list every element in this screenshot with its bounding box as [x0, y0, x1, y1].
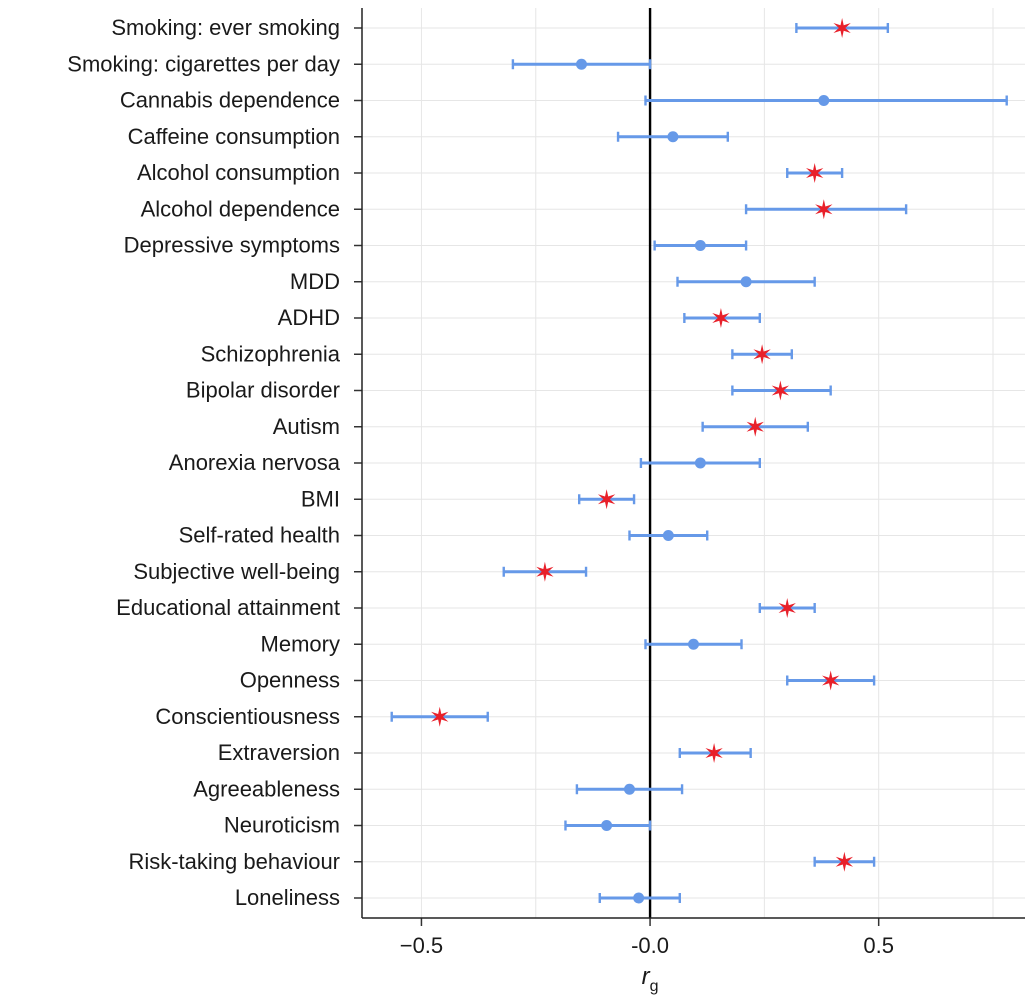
- significant-star-marker: [822, 670, 840, 691]
- x-axis-ticks: −0.5 -0.0 0.5: [400, 918, 894, 958]
- forest-row: [653, 240, 748, 251]
- forest-row: [786, 163, 844, 183]
- row-label: Alcohol dependence: [141, 196, 340, 221]
- significant-star-marker: [806, 163, 824, 183]
- significant-star-marker: [746, 416, 764, 437]
- x-axis-label-main: r: [642, 963, 651, 990]
- significant-star-marker: [536, 561, 554, 582]
- point-estimate: [601, 820, 613, 831]
- forest-row: [786, 670, 876, 691]
- point-estimate: [688, 638, 699, 650]
- row-label: Depressive symptoms: [124, 233, 340, 258]
- significant-star-marker: [778, 598, 796, 618]
- significant-star-marker: [835, 851, 854, 872]
- row-label: Self-rated health: [179, 523, 340, 548]
- point-estimate: [662, 530, 674, 541]
- row-label: Educational attainment: [116, 595, 340, 620]
- point-estimate: [740, 276, 752, 288]
- significant-star-marker: [753, 344, 771, 365]
- row-label: Smoking: ever smoking: [111, 15, 340, 40]
- forest-row: [731, 380, 832, 401]
- significant-star-marker: [833, 18, 851, 38]
- row-label: Smoking: cigarettes per day: [67, 51, 340, 76]
- forest-row: [758, 598, 816, 618]
- point-estimate: [633, 892, 645, 904]
- x-tick-label: −0.5: [400, 933, 443, 958]
- row-label: Subjective well-being: [133, 559, 340, 584]
- row-label: Conscientiousness: [155, 704, 340, 729]
- point-estimate: [623, 783, 635, 795]
- y-axis-labels: Smoking: ever smoking Smoking: cigarettes…: [67, 15, 340, 910]
- point-estimate: [575, 58, 587, 70]
- row-label: MDD: [290, 269, 340, 294]
- forest-row: [639, 457, 761, 469]
- significant-star-marker: [712, 308, 730, 328]
- forest-row: [644, 95, 1008, 106]
- forest-row: [502, 561, 588, 582]
- row-label: Loneliness: [235, 885, 340, 910]
- forest-row: [678, 743, 752, 763]
- forest-row: [390, 706, 489, 727]
- row-label: Schizophrenia: [201, 341, 341, 366]
- x-axis-label-subscript: g: [650, 978, 659, 995]
- row-label: Alcohol consumption: [137, 160, 340, 185]
- row-label: Autism: [273, 414, 340, 439]
- data-marks: [390, 18, 1008, 904]
- point-estimate: [667, 131, 679, 143]
- forest-row: [616, 131, 729, 143]
- row-label: Memory: [261, 631, 340, 656]
- row-label: Extraversion: [218, 740, 340, 765]
- significant-star-marker: [597, 489, 616, 510]
- forest-row: [511, 58, 652, 70]
- row-label: BMI: [301, 486, 340, 511]
- forest-row: [701, 416, 810, 437]
- row-label: Bipolar disorder: [186, 378, 340, 403]
- significant-star-marker: [705, 743, 723, 763]
- forest-row: [731, 344, 794, 365]
- point-estimate: [694, 457, 706, 469]
- row-label: Agreeableness: [193, 776, 340, 801]
- forest-row: [795, 18, 890, 38]
- forest-row: [628, 530, 709, 541]
- forest-row: [676, 276, 816, 288]
- forest-row: [598, 892, 681, 904]
- row-label: Cannabis dependence: [120, 88, 340, 113]
- x-axis-label: rg: [642, 963, 659, 995]
- row-label: Anorexia nervosa: [169, 450, 341, 475]
- row-label: Neuroticism: [224, 813, 340, 838]
- row-label: Caffeine consumption: [128, 124, 340, 149]
- forest-row: [564, 820, 652, 831]
- point-estimate: [694, 240, 706, 251]
- forest-row: [744, 199, 908, 220]
- forest-row: [577, 489, 636, 510]
- forest-row: [813, 851, 876, 872]
- point-estimate: [818, 95, 830, 106]
- row-label: ADHD: [278, 305, 340, 330]
- significant-star-marker: [771, 380, 790, 401]
- y-axis-ticks: [354, 27, 362, 899]
- forest-row: [683, 308, 761, 328]
- significant-star-marker: [815, 199, 833, 220]
- row-label: Risk-taking behaviour: [128, 849, 340, 874]
- x-tick-label: 0.5: [863, 933, 894, 958]
- row-label: Openness: [240, 668, 340, 693]
- forest-row: [575, 783, 684, 795]
- significant-star-marker: [431, 706, 449, 727]
- forest-row: [644, 638, 743, 650]
- x-tick-label: -0.0: [631, 933, 669, 958]
